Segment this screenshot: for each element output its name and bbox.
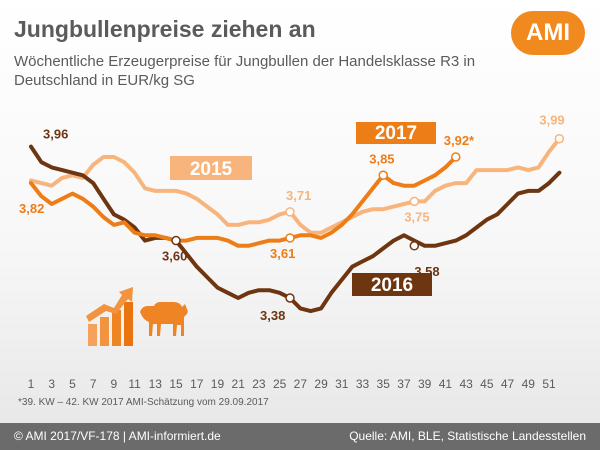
value-marker — [451, 152, 461, 162]
x-tick-label: 51 — [542, 377, 556, 391]
value-label: 3,60 — [162, 249, 187, 264]
legend-label-2017: 2017 — [375, 123, 417, 144]
x-tick-label: 33 — [356, 377, 370, 391]
x-tick-label: 11 — [128, 377, 141, 391]
x-tick-label: 27 — [294, 377, 308, 391]
x-tick-label: 35 — [377, 377, 391, 391]
value-label: 3,61 — [270, 246, 295, 261]
value-marker — [378, 170, 388, 181]
footnote: *39. KW – 42. KW 2017 AMI-Schätzung vom … — [18, 397, 269, 408]
value-label: 3,75 — [404, 209, 429, 224]
x-tick-label: 7 — [90, 377, 97, 391]
x-tick-label: 21 — [232, 377, 246, 391]
value-label: 3,92* — [444, 133, 475, 148]
value-label: 3,99 — [539, 113, 564, 128]
cattle-growth-icon — [86, 287, 188, 346]
legend-box-2015 — [170, 156, 252, 180]
value-label: 3,71 — [286, 188, 311, 203]
x-tick-label: 1 — [28, 377, 35, 391]
page-title: Jungbullenpreise ziehen an — [14, 16, 316, 42]
x-tick-label: 23 — [252, 377, 266, 391]
value-marker — [285, 293, 295, 303]
source-text: Quelle: AMI, BLE, Statistische Landesste… — [349, 429, 586, 443]
series-line-2015 — [29, 136, 562, 235]
ami-logo: AMI — [511, 11, 585, 55]
legend-box-2017 — [356, 122, 436, 144]
x-tick-label: 25 — [273, 377, 287, 391]
x-tick-label: 19 — [211, 377, 225, 391]
x-tick-label: 39 — [418, 377, 432, 391]
legend-label-2016: 2016 — [371, 275, 413, 296]
value-marker — [285, 207, 295, 217]
value-marker — [554, 133, 565, 144]
value-marker — [409, 196, 420, 207]
value-label: 3,96 — [43, 127, 68, 142]
copyright-text: © AMI 2017/VF-178 | AMI-informiert.de — [14, 429, 221, 443]
x-tick-label: 41 — [439, 377, 453, 391]
x-tick-label: 13 — [149, 377, 163, 391]
x-tick-label: 49 — [522, 377, 536, 391]
page-subtitle: Wöchentliche Erzeugerpreise für Jungbull… — [14, 53, 476, 89]
value-label: 3,85 — [369, 151, 394, 166]
x-tick-label: 5 — [69, 377, 76, 391]
x-tick-label: 45 — [480, 377, 494, 391]
x-tick-label: 31 — [335, 377, 349, 391]
legend-box-2016 — [352, 273, 432, 296]
x-tick-label: 17 — [190, 377, 204, 391]
value-marker — [171, 235, 181, 246]
x-tick-label: 15 — [169, 377, 183, 391]
value-marker — [285, 233, 295, 243]
value-label: 3,82 — [19, 201, 44, 216]
footer-bar: © AMI 2017/VF-178 | AMI-informiert.de Qu… — [0, 423, 600, 450]
legend-label-2015: 2015 — [190, 159, 233, 180]
x-tick-label: 43 — [459, 377, 473, 391]
x-tick-label: 29 — [314, 377, 328, 391]
x-tick-label: 9 — [111, 377, 118, 391]
series-line-2016 — [29, 144, 562, 314]
x-tick-label: 37 — [397, 377, 411, 391]
value-label: 3,58 — [414, 264, 439, 279]
value-label: 3,38 — [260, 308, 285, 323]
value-marker — [409, 241, 420, 251]
x-tick-label: 3 — [48, 377, 55, 391]
x-tick-label: 47 — [501, 377, 515, 391]
price-chart: 1 3 5 7 9 11 13 15 17 19 21 23 25 27 29 31 33 35 37 39 41 43 4… — [19, 113, 565, 391]
